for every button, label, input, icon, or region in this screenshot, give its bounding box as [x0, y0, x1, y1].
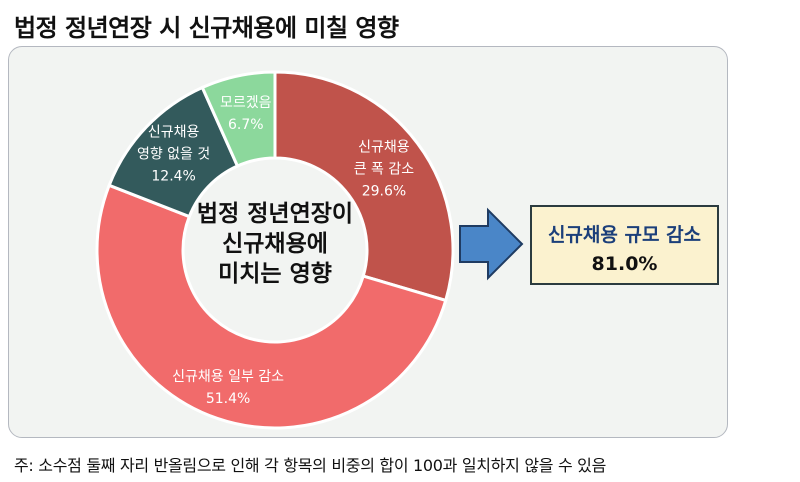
chart-title: 법정 정년연장 시 신규채용에 미칠 영향: [14, 14, 399, 42]
summary-value: 81.0%: [591, 253, 658, 275]
footnote: 주: 소수점 둘째 자리 반올림으로 인해 각 항목의 비중의 합이 100과 …: [14, 456, 607, 475]
center-label-line-3: 미치는 영향: [218, 261, 332, 287]
donut-slices: [95, 70, 455, 430]
center-label-line-2: 신규채용에: [222, 231, 328, 257]
slice-1: [95, 183, 448, 430]
slice-2-label: 영향 없을 것: [137, 146, 210, 162]
slice-3: [200, 70, 277, 168]
slice-1-label: 신규채용 일부 감소: [172, 369, 284, 385]
slice-2-value-label: 12.4%: [151, 168, 195, 184]
slice-0-label: 신규채용: [358, 140, 410, 156]
slice-0: [273, 70, 455, 303]
slice-1-value-label: 51.4%: [206, 391, 250, 407]
slice-3-value-label: 6.7%: [228, 117, 264, 133]
right-arrow-icon: [459, 207, 524, 281]
slice-2-label: 신규채용: [148, 124, 200, 140]
slice-3-label: 모르겠음: [220, 95, 272, 111]
slice-0-label: 큰 폭 감소: [354, 162, 415, 178]
slice-0-value-label: 29.6%: [362, 184, 406, 200]
center-label-line-1: 법정 정년연장이: [197, 201, 353, 227]
summary-box: 신규채용 규모 감소 81.0%: [530, 205, 719, 285]
summary-label: 신규채용 규모 감소: [547, 224, 702, 246]
